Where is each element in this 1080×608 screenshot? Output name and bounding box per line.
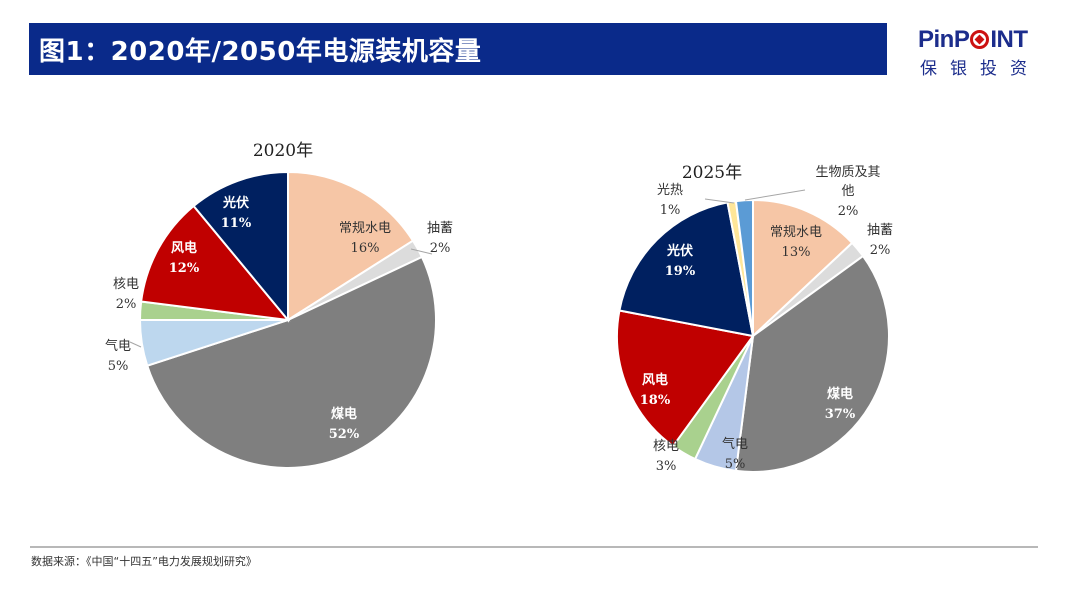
logo-text-right: INT <box>990 26 1028 53</box>
slice-label-value: 37% <box>825 407 856 422</box>
logo-o-icon <box>970 30 990 49</box>
slice-label-name: 常规水电 <box>339 221 391 236</box>
slice-label-name: 光伏 <box>666 243 693 259</box>
slice-label-value: 2% <box>116 297 137 312</box>
leader-line <box>704 198 735 204</box>
slice-label-name: 气电 <box>105 338 131 354</box>
slice-label-name: 常规水电 <box>770 225 822 240</box>
slice-label-name: 煤电 <box>331 406 357 422</box>
slice-label-value: 2% <box>838 204 859 219</box>
slice-label-name: 风电 <box>642 372 668 388</box>
slice-label-value: 19% <box>665 264 696 279</box>
page-title: 图1：2020年/2050年电源装机容量 <box>39 37 482 67</box>
logo-text-left: PinP <box>918 26 970 53</box>
pie-slice-8 <box>734 198 754 337</box>
logo-wordmark: PinP INT <box>918 26 1028 54</box>
pie-slice-2 <box>734 254 890 473</box>
slice-label-name: 核电 <box>113 277 139 292</box>
leader-line <box>744 189 806 201</box>
chart-title: 2020年 <box>253 141 313 161</box>
slice-label-name: 光热 <box>657 183 683 198</box>
slice-label-name: 生物质及其 <box>815 165 880 180</box>
footer-divider <box>30 546 1038 548</box>
slice-label-value: 16% <box>351 241 380 256</box>
slice-label-name: 抽蓄 <box>867 223 893 238</box>
slice-label-value: 2% <box>430 241 451 256</box>
slice-label-name: 风电 <box>171 240 197 256</box>
slice-label-value: 12% <box>169 261 200 276</box>
slice-label-value: 11% <box>221 216 252 231</box>
slice-label-name: 抽蓄 <box>427 221 453 236</box>
slice-label-name: 核电 <box>653 439 679 454</box>
slice-label-value: 52% <box>329 427 360 442</box>
slice-label-name: 光伏 <box>222 195 249 211</box>
slice-label-value: 5% <box>108 359 129 374</box>
pie-slice-0 <box>752 198 854 339</box>
slice-label-value: 18% <box>640 393 671 408</box>
pie-slice-5 <box>140 204 291 322</box>
data-source: 数据来源：《中国“十四五”电力发展规划研究》 <box>31 555 257 568</box>
slice-label-value: 2% <box>870 243 891 258</box>
slice-label-name: 他 <box>841 184 854 199</box>
title-bar: 图1：2020年/2050年电源装机容量 <box>29 23 887 75</box>
slice-label-value: 3% <box>656 459 677 474</box>
slice-label-name: 煤电 <box>827 386 853 402</box>
slice-label-value: 13% <box>782 245 811 260</box>
pie-slice-6 <box>618 201 755 338</box>
slice-label-value: 5% <box>725 457 746 472</box>
slice-label-value: 1% <box>660 203 681 218</box>
pie-slice-2 <box>145 255 437 469</box>
logo-chinese-name: 保银投资 <box>920 59 1040 79</box>
slice-label-name: 气电 <box>722 436 748 452</box>
pie-slice-5 <box>616 309 755 448</box>
chart-title: 2025年 <box>682 163 742 183</box>
pinpoint-logo: PinP INT 保银投资 <box>918 26 1048 79</box>
leader-line <box>129 341 142 348</box>
pie-slice-0 <box>287 170 415 322</box>
pie-slice-6 <box>192 170 289 323</box>
leader-line <box>410 248 433 255</box>
